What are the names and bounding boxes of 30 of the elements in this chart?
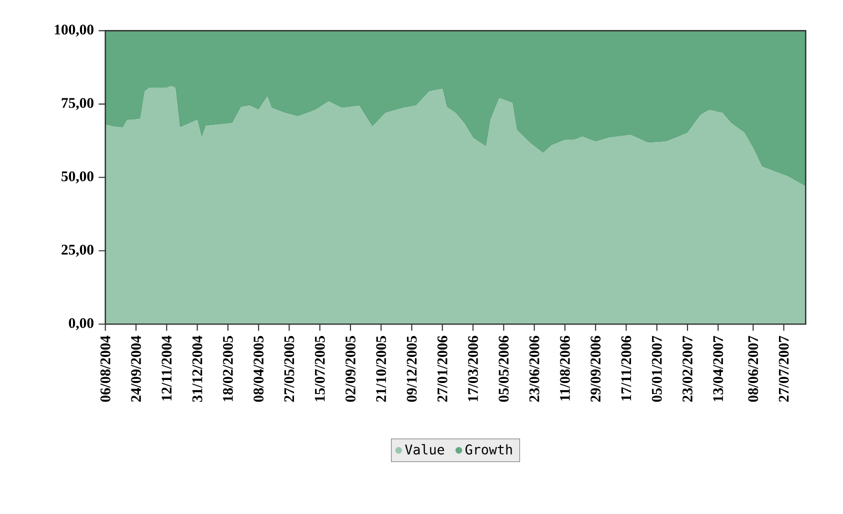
x-tick-label: 23/06/2006	[529, 336, 540, 402]
x-tick-label: 05/01/2007	[652, 336, 662, 402]
x-tick-label: 13/04/2007	[713, 336, 724, 402]
y-tick-label: 0,00	[68, 318, 94, 330]
x-tick-label: 09/12/2005	[406, 336, 417, 402]
x-tick-label: 08/06/2007	[748, 336, 758, 402]
x-tick-label: 08/04/2005	[254, 336, 264, 402]
x-tick-label: 17/03/2006	[468, 336, 478, 402]
x-tick-label: 12/11/2004	[162, 336, 172, 401]
x-tick-label: 27/07/2007	[778, 336, 789, 402]
x-tick-label: 05/05/2006	[498, 336, 509, 402]
y-tick-label: 75,00	[62, 98, 94, 110]
x-tick-label: 27/01/2006	[437, 336, 448, 402]
x-tick-label: 06/08/2004	[100, 336, 110, 402]
x-tick-label: 18/02/2005	[222, 336, 233, 402]
legend-label: Growth	[466, 444, 512, 455]
x-tick-label: 02/09/2005	[346, 336, 356, 402]
x-tick-label: 27/05/2005	[284, 336, 294, 402]
x-tick-label: 31/12/2004	[192, 336, 202, 402]
x-tick-label: 17/11/2006	[621, 336, 632, 401]
legend-label: Value	[405, 444, 444, 455]
x-tick-label: 23/02/2007	[682, 336, 692, 402]
y-tick-label: 50,00	[62, 172, 94, 184]
x-tick-label: 15/07/2005	[314, 336, 325, 402]
y-tick-label: 100,00	[54, 24, 94, 37]
y-tick-label: 25,00	[62, 244, 94, 258]
x-tick-label: 29/09/2006	[590, 336, 601, 402]
x-tick-label: 11/08/2006	[560, 336, 570, 401]
x-tick-label: 21/10/2005	[376, 336, 386, 402]
x-tick-label: 24/09/2004	[131, 336, 141, 402]
